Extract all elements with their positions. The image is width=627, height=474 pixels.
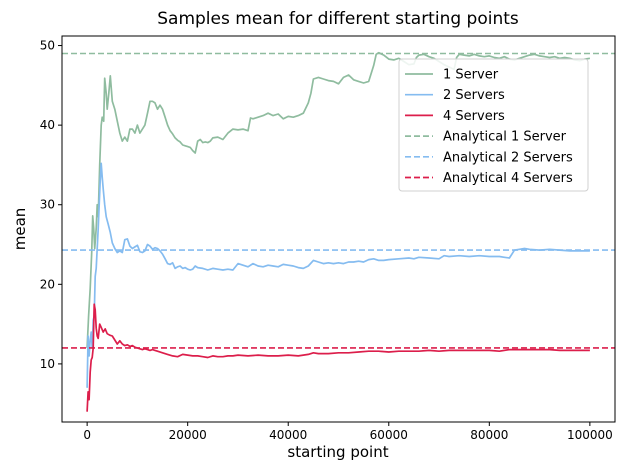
x-tick-label: 0 (83, 428, 91, 442)
x-tick-label: 80000 (470, 428, 508, 442)
legend-label-analytical-2-servers: Analytical 2 Servers (443, 150, 573, 165)
plot-frame (61, 35, 616, 423)
series-lines (62, 51, 615, 412)
series-line-4-servers (86, 303, 590, 412)
legend-label-1-server: 1 Server (443, 68, 499, 83)
y-tick-label: 50 (40, 39, 55, 53)
x-tick-label: 100000 (567, 428, 613, 442)
legend-label-2-servers: 2 Servers (443, 88, 505, 103)
y-tick-label: 10 (40, 357, 55, 371)
series-line-2-servers (86, 162, 590, 388)
x-axis-label: starting point (287, 443, 388, 461)
x-tick-label: 40000 (269, 428, 307, 442)
y-axis: 10 20 30 40 50 (40, 39, 62, 371)
y-tick-label: 30 (40, 198, 55, 212)
y-axis-label: mean (11, 208, 29, 251)
x-tick-label: 20000 (169, 428, 207, 442)
chart-title: Samples mean for different starting poin… (157, 9, 519, 29)
y-tick-label: 40 (40, 118, 55, 132)
x-tick-label: 60000 (370, 428, 408, 442)
legend-label-4-servers: 4 Servers (443, 109, 505, 124)
series-line-1-server (86, 51, 591, 349)
legend-label-analytical-1-server: Analytical 1 Server (443, 130, 567, 145)
x-axis: 0 20000 40000 60000 80000 100000 (83, 422, 613, 442)
legend-label-analytical-4-servers: Analytical 4 Servers (443, 171, 573, 186)
legend-box (398, 58, 589, 192)
chart-legend: 1 Server 2 Servers 4 Servers Analytical 1 S… (398, 58, 589, 192)
y-tick-label: 20 (40, 277, 55, 291)
